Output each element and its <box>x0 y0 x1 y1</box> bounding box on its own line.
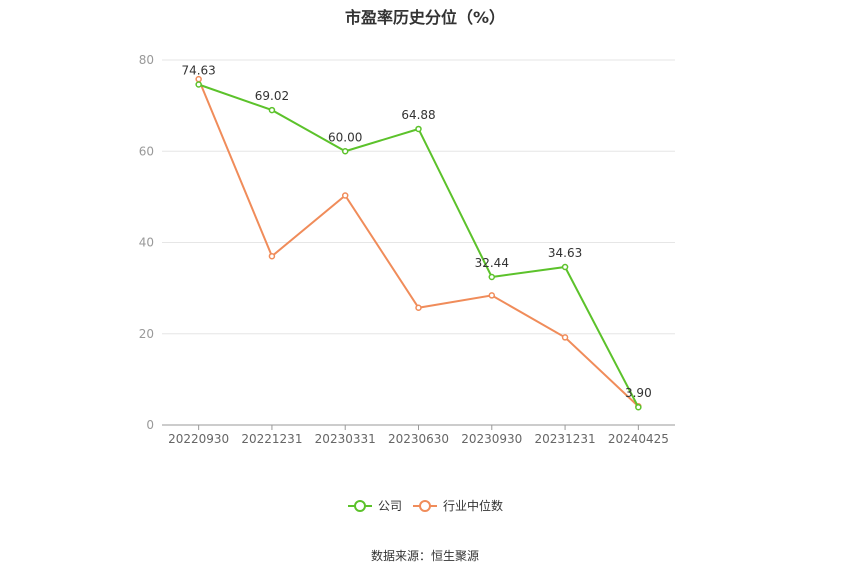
source-note: 数据来源：恒生聚源 <box>370 549 479 563</box>
y-tick-label: 0 <box>146 418 154 432</box>
data-point[interactable] <box>268 252 276 260</box>
legend-label: 行业中位数 <box>443 498 503 513</box>
x-tick-label: 20221231 <box>241 432 302 446</box>
data-label: 74.63 <box>181 64 215 78</box>
data-point[interactable] <box>561 263 569 271</box>
data-point[interactable] <box>488 273 496 281</box>
data-point[interactable] <box>561 334 569 341</box>
data-point[interactable] <box>341 148 349 155</box>
data-label: 3.90 <box>625 386 652 400</box>
legend-item-1[interactable]: 行业中位数 <box>413 498 503 513</box>
data-point[interactable] <box>195 81 202 88</box>
legend-marker-icon <box>419 500 431 512</box>
data-point[interactable] <box>635 403 642 411</box>
data-point[interactable] <box>341 192 349 199</box>
y-tick-label: 80 <box>139 53 154 67</box>
series-layer <box>195 75 642 411</box>
data-point[interactable] <box>488 292 496 299</box>
x-tick-label: 20240425 <box>608 432 669 446</box>
legend-item-0[interactable]: 公司 <box>348 499 402 513</box>
data-label: 60.00 <box>328 130 362 144</box>
y-tick-label: 60 <box>139 144 154 158</box>
x-tick-label: 20230331 <box>315 432 376 446</box>
data-label: 69.02 <box>255 89 289 103</box>
data-labels: 74.63 69.02 60.00 64.88 32.44 34.63 3.90 <box>181 64 651 401</box>
legend-marker-icon <box>354 500 366 512</box>
legend[interactable]: 公司 行业中位数 <box>348 498 503 513</box>
x-tick-label: 20220930 <box>168 432 229 446</box>
data-point[interactable] <box>415 304 422 311</box>
chart-title: 市盈率历史分位（%） <box>344 8 506 27</box>
data-label: 64.88 <box>401 108 435 122</box>
grid-lines <box>162 59 675 335</box>
x-tick-label: 20230630 <box>388 432 449 446</box>
y-tick-label: 40 <box>139 236 154 250</box>
data-label: 34.63 <box>548 246 582 260</box>
legend-label: 公司 <box>378 499 402 513</box>
y-tick-label: 20 <box>139 327 154 341</box>
axes: 0 20 40 60 80 20220930 20221231 20230331 2023063… <box>139 53 675 446</box>
data-point[interactable] <box>415 125 422 133</box>
data-label: 32.44 <box>475 256 509 270</box>
data-point[interactable] <box>268 106 276 114</box>
x-tick-label: 20231231 <box>535 432 596 446</box>
x-tick-label: 20230930 <box>461 432 522 446</box>
